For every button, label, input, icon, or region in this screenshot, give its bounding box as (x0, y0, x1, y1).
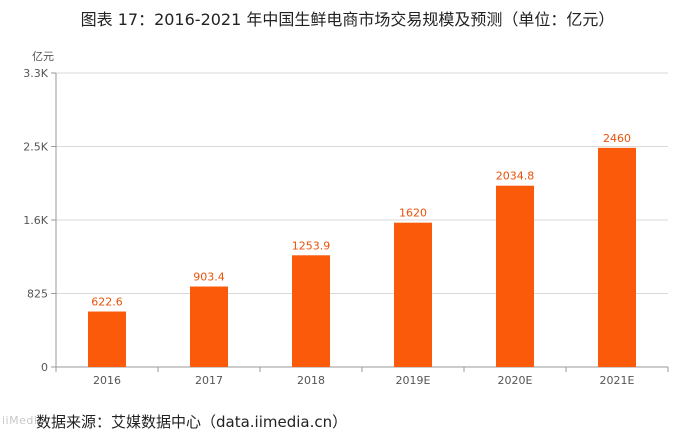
x-tick-label: 2016 (93, 374, 121, 387)
x-tick-label: 2018 (297, 374, 325, 387)
y-axis-ticks: 0 825 1.6K 2.5K 3.3K (23, 67, 48, 374)
grid-lines (51, 72, 668, 368)
watermark: iiMedia (2, 414, 45, 427)
bars (88, 147, 636, 367)
bar-value-label: 903.4 (193, 271, 225, 284)
bar (598, 147, 636, 367)
y-axis-unit-label: 亿元 (32, 50, 54, 63)
y-tick-label: 3.3K (23, 67, 48, 80)
bar-value-label: 1620 (399, 207, 427, 220)
x-tick-label: 2021E (600, 374, 635, 387)
y-tick-label: 825 (27, 288, 48, 301)
x-tick-label: 2020E (498, 374, 533, 387)
bar-value-label: 1253.9 (292, 239, 331, 252)
bar (394, 222, 432, 367)
bar (496, 185, 534, 367)
bar-value-label: 2034.8 (496, 170, 535, 183)
data-source: 数据来源：艾媒数据中心（data.iimedia.cn） (36, 413, 348, 431)
y-tick-label: 0 (41, 361, 48, 374)
x-axis-ticks: 2016 2017 2018 2019E 2020E 2021E (55, 367, 669, 387)
y-tick-label: 1.6K (23, 214, 48, 227)
y-tick-label: 2.5K (23, 141, 48, 154)
bar (292, 255, 330, 367)
x-tick-label: 2017 (195, 374, 223, 387)
bar-value-label: 622.6 (91, 296, 123, 309)
bar-value-label: 2460 (603, 132, 631, 145)
chart-title: 图表 17：2016-2021 年中国生鲜电商市场交易规模及预测（单位：亿元） (80, 10, 615, 29)
bar (190, 286, 228, 367)
bar-value-labels: 622.6 903.4 1253.9 1620 2034.8 2460 (91, 132, 631, 309)
bar (88, 311, 126, 367)
x-tick-label: 2019E (396, 374, 431, 387)
